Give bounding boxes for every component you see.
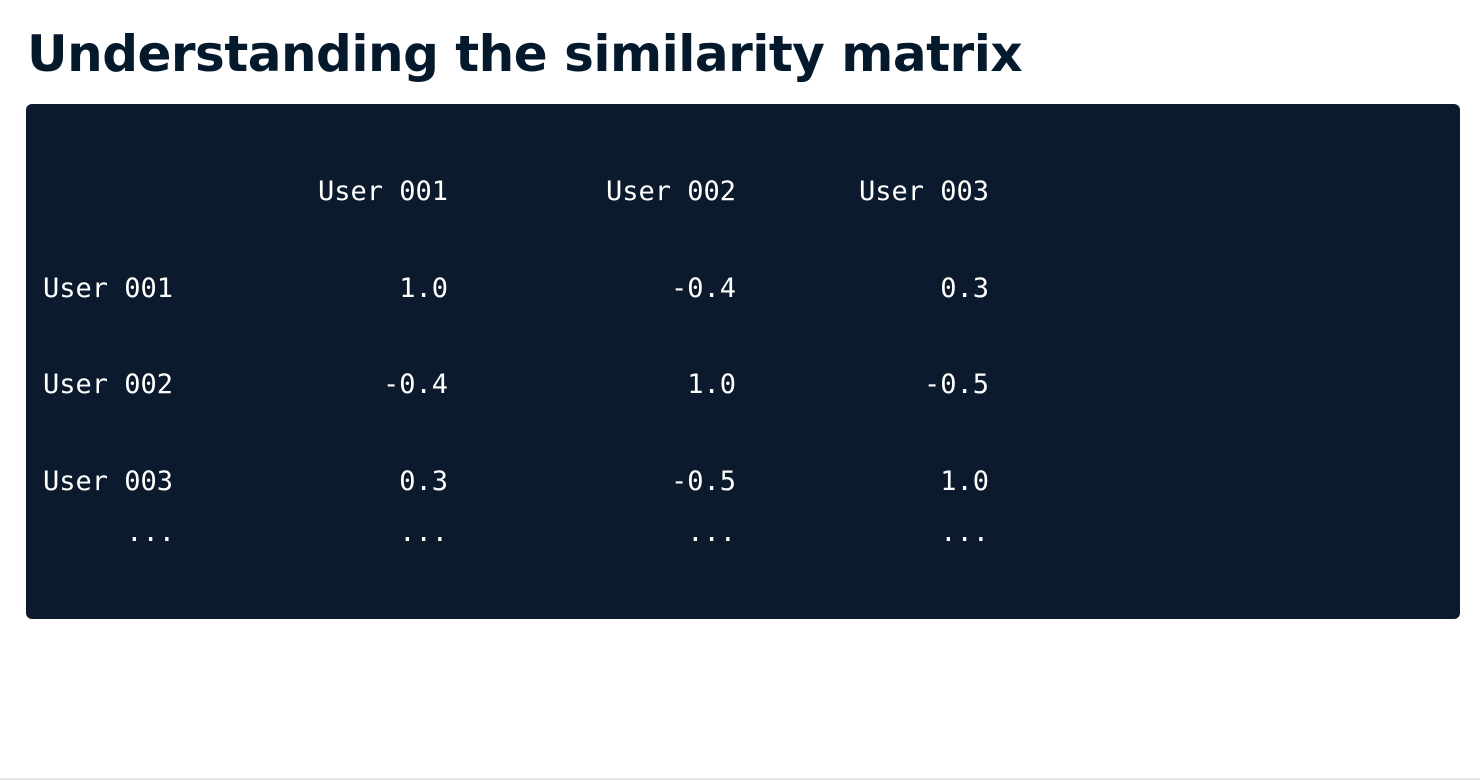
matrix-cell: 1.0 — [687, 369, 736, 400]
row-label-user-001: User 001 — [43, 273, 174, 304]
matrix-cell: -0.5 — [670, 466, 736, 497]
matrix-cell: 0.3 — [399, 466, 448, 497]
matrix-cell: -0.5 — [923, 369, 989, 400]
ellipsis-cell: ... — [940, 517, 989, 548]
matrix-cell: 1.0 — [399, 273, 448, 304]
column-header-user-002: User 002 — [605, 176, 736, 207]
matrix-cell: 1.0 — [940, 466, 989, 497]
bottom-divider — [0, 778, 1480, 780]
matrix-cell: 0.3 — [940, 273, 989, 304]
similarity-matrix-code-block: User 001 User 002 User 003 User 001 1.0 … — [26, 104, 1460, 619]
matrix-cell: -0.4 — [670, 273, 736, 304]
page-title: Understanding the similarity matrix — [27, 25, 1023, 83]
column-header-user-001: User 001 — [317, 176, 448, 207]
ellipsis-cell: ... — [399, 517, 448, 548]
column-header-user-003: User 003 — [858, 176, 989, 207]
matrix-cell: -0.4 — [382, 369, 448, 400]
ellipsis-cell: ... — [687, 517, 736, 548]
row-label-user-003: User 003 — [43, 466, 174, 497]
row-label-user-002: User 002 — [43, 369, 174, 400]
ellipsis-row-label: ... — [126, 517, 175, 548]
